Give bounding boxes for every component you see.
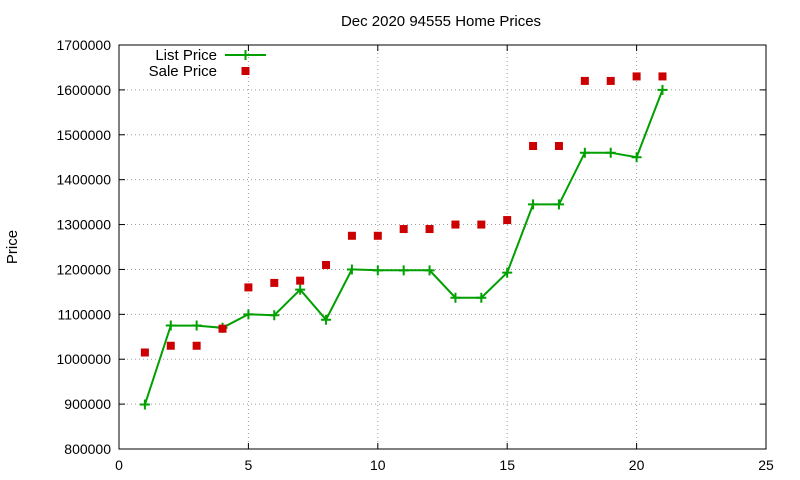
list-price-point <box>528 199 539 210</box>
list-price-point <box>139 399 150 410</box>
grid <box>119 45 766 449</box>
sale-price-point <box>451 220 460 229</box>
sale-price-point <box>554 142 563 150</box>
x-tick-label: 20 <box>629 457 645 473</box>
sale-price-point <box>632 72 641 81</box>
list-price-point <box>502 267 513 278</box>
legend: List Price Sale Price <box>149 47 266 80</box>
sale-price-point <box>399 225 408 234</box>
x-tick-label: 5 <box>245 457 253 473</box>
list-price-point <box>321 314 332 325</box>
sale-price-point <box>529 142 538 150</box>
sale-price-point <box>140 348 149 357</box>
legend-label-list-price: List Price <box>155 47 217 64</box>
sale-price-point <box>658 72 667 81</box>
sale-price-point <box>192 341 201 350</box>
list-price-point <box>631 152 642 163</box>
y-tick-label: 1500000 <box>56 127 111 143</box>
y-tick-label: 1400000 <box>56 172 111 188</box>
chart-title: Dec 2020 94555 Home Prices <box>341 13 541 30</box>
x-tick-label: 0 <box>115 457 123 473</box>
sale-price-point <box>477 220 486 229</box>
sale-price-point <box>322 260 331 269</box>
list-price-point <box>346 264 357 275</box>
sale-price-point <box>296 276 305 285</box>
list-price-point <box>398 265 409 276</box>
sale-price-point <box>244 283 253 292</box>
sale-price-point <box>503 216 512 225</box>
y-axis-label: Price <box>4 230 21 264</box>
list-price-point <box>372 265 383 276</box>
legend-marker-list-price <box>240 50 251 60</box>
axis-ticks: 800000 900000 1000000 1100000 1200000 1300000… <box>56 37 774 473</box>
sale-price-point <box>580 76 589 85</box>
sale-price-point <box>270 278 279 287</box>
y-tick-label: 1300000 <box>56 217 111 233</box>
sale-price-point <box>347 231 356 240</box>
legend-marker-sale-price <box>241 67 250 75</box>
list-price-point <box>269 310 280 321</box>
x-tick-label: 15 <box>499 457 515 473</box>
list-price-point <box>191 320 202 331</box>
legend-label-sale-price: Sale Price <box>149 63 217 80</box>
plot-frame <box>118 44 767 450</box>
list-price-point <box>295 284 306 295</box>
sale-price-point <box>373 231 382 240</box>
x-tick-label: 10 <box>370 457 386 473</box>
x-tick-label: 25 <box>758 457 774 473</box>
list-price-point <box>579 147 590 158</box>
y-tick-label: 1000000 <box>56 351 111 367</box>
sale-price-point <box>606 76 615 85</box>
y-tick-label: 1700000 <box>56 37 111 53</box>
list-price-point <box>605 147 616 158</box>
y-tick-label: 1100000 <box>58 306 112 322</box>
sale-price-point <box>425 225 434 234</box>
list-price-point <box>165 320 176 331</box>
list-price-point <box>476 292 487 303</box>
list-price-point <box>553 199 564 210</box>
list-price-point <box>424 265 435 276</box>
sale-price-point <box>218 324 227 333</box>
list-price-point <box>450 292 461 303</box>
y-tick-label: 1200000 <box>56 261 111 277</box>
y-tick-label: 800000 <box>64 441 111 457</box>
y-tick-label: 900000 <box>64 396 111 412</box>
list-price-line <box>143 89 664 405</box>
series-layer <box>139 72 668 410</box>
sale-price-point <box>166 341 175 350</box>
list-price-point <box>657 84 668 95</box>
list-price-point <box>243 309 254 320</box>
y-tick-label: 1600000 <box>56 82 111 98</box>
